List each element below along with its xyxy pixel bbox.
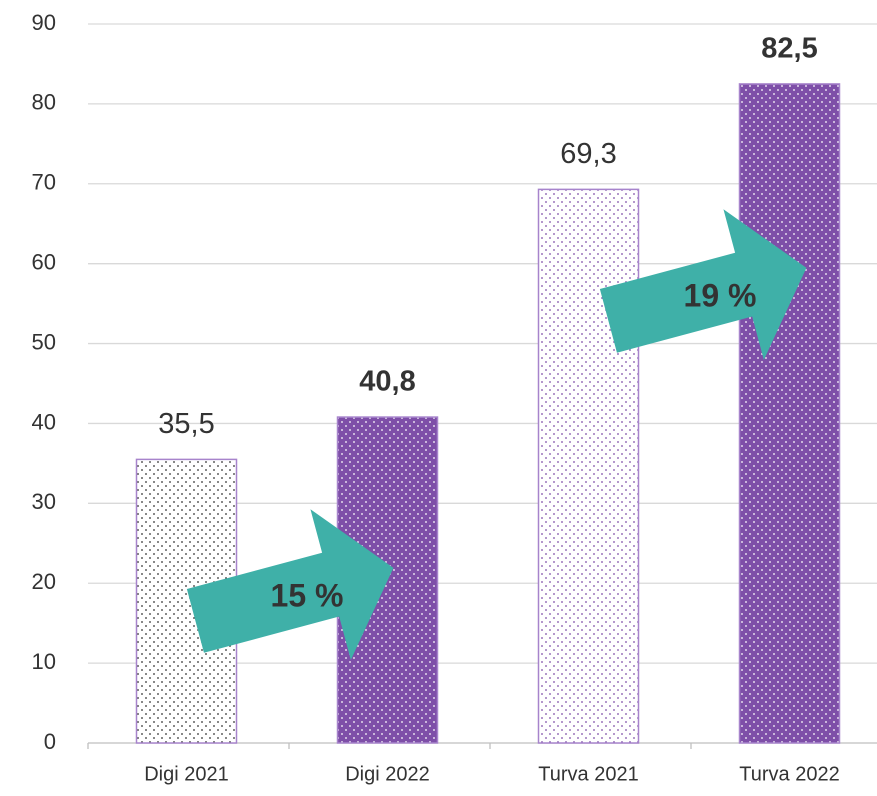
bar — [738, 83, 841, 744]
data-label: 82,5 — [761, 33, 817, 65]
x-tick-label: Digi 2022 — [345, 763, 430, 785]
y-tick-label: 40 — [32, 409, 56, 434]
y-tick-label: 20 — [32, 569, 56, 594]
y-tick-label: 70 — [32, 170, 56, 195]
data-label: 69,3 — [560, 138, 616, 170]
bar — [537, 188, 640, 744]
y-tick-label: 0 — [44, 729, 56, 754]
data-label: 40,8 — [359, 366, 415, 398]
y-tick-label: 50 — [32, 329, 56, 354]
annotation: 19 % — [684, 277, 757, 313]
arrow-shape — [186, 509, 394, 660]
x-tick-label: Turva 2022 — [739, 763, 839, 785]
y-tick-label: 90 — [32, 10, 56, 35]
y-tick-label: 10 — [32, 649, 56, 674]
data-label: 35,5 — [158, 408, 214, 440]
arrow-shape — [599, 209, 807, 360]
y-tick-label: 30 — [32, 489, 56, 514]
growth-arrow — [599, 209, 807, 360]
x-tick-label: Turva 2021 — [538, 763, 638, 785]
y-tick-label: 60 — [32, 249, 56, 274]
annotation: 15 % — [271, 577, 344, 613]
y-tick-label: 80 — [32, 90, 56, 115]
x-tick-label: Digi 2021 — [144, 763, 229, 785]
growth-arrow — [186, 509, 394, 660]
